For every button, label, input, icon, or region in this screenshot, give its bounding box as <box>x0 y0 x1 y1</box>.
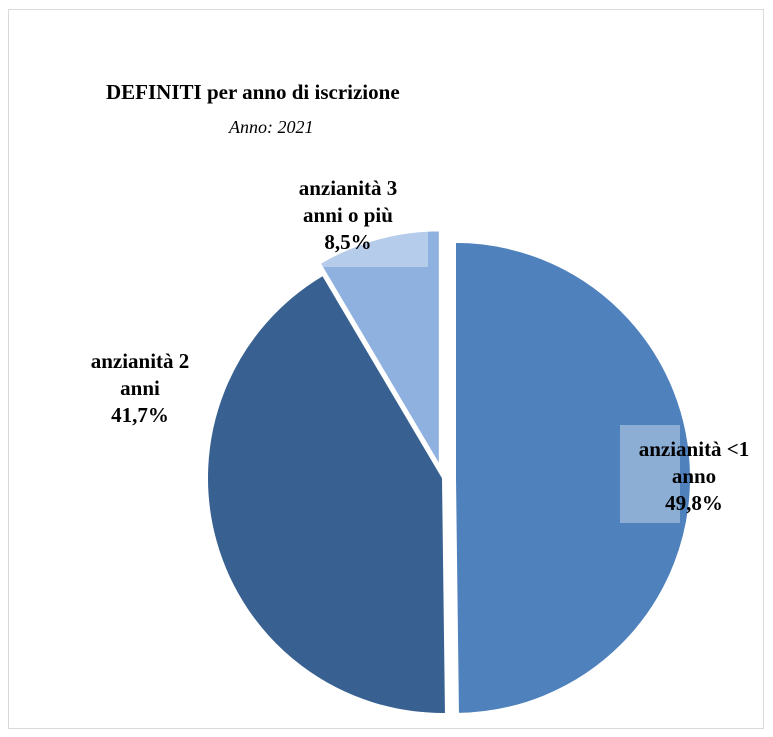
pie-slice <box>206 273 447 715</box>
data-label-category: anni o più <box>303 203 393 227</box>
data-label-category: anno <box>672 464 716 488</box>
data-label-value: 8,5% <box>324 230 371 254</box>
data-label-category: anni <box>120 376 160 400</box>
data-label-value: 41,7% <box>111 403 169 427</box>
data-label-highlight <box>620 425 680 523</box>
pie-slice <box>318 229 441 471</box>
data-label-highlight <box>318 222 428 267</box>
data-label-category: anzianità <1 <box>639 437 750 461</box>
pie-slice <box>454 240 692 715</box>
chart-subtitle: Anno: 2021 <box>229 117 314 137</box>
data-label-category: anzianità 3 <box>299 176 398 200</box>
data-label-category: anzianità 2 <box>91 349 190 373</box>
chart-title: DEFINITI per anno di iscrizione <box>106 80 400 104</box>
data-label-value: 49,8% <box>665 491 723 515</box>
